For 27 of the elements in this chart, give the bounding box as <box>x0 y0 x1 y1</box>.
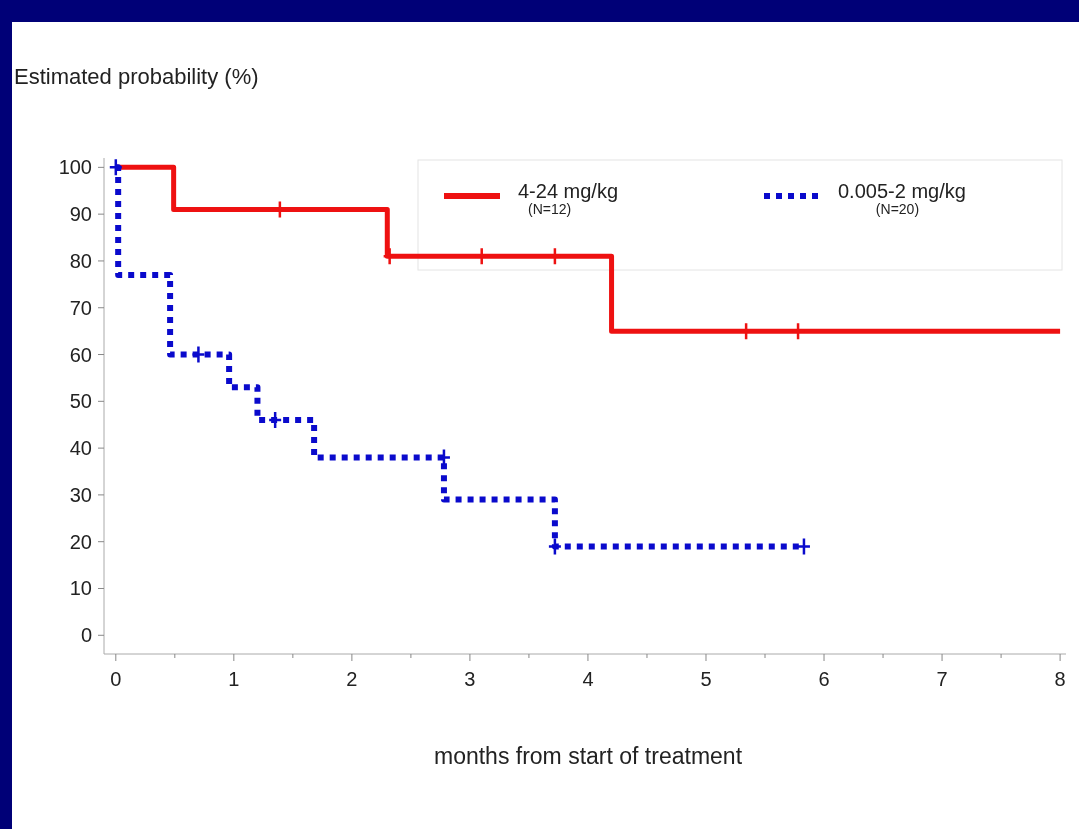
y-tick-label: 90 <box>69 203 92 226</box>
point <box>108 158 124 177</box>
point <box>267 410 283 430</box>
x-tick-label: 7 <box>936 668 948 690</box>
x-tick-label: 0 <box>110 668 122 690</box>
x-tick-label: 2 <box>346 668 358 690</box>
y-tick-label: 40 <box>69 437 92 460</box>
y-tick-label: 10 <box>69 577 92 600</box>
y-tick-label: 20 <box>69 530 92 553</box>
x-tick-label: 5 <box>700 668 712 690</box>
y-tick-label: 70 <box>69 296 92 319</box>
y-tick-label: 60 <box>69 343 92 366</box>
point <box>191 345 206 364</box>
point <box>796 537 812 556</box>
y-axis-title: Estimated probability (%) <box>14 64 259 89</box>
x-tick-label: 8 <box>1054 668 1066 690</box>
y-tick-label: 0 <box>80 624 92 647</box>
y-tick-label: 50 <box>69 390 92 413</box>
x-tick-label: 6 <box>818 668 830 690</box>
x-axis-title: months from start of treatment <box>433 743 743 769</box>
x-tick-label: 3 <box>464 668 476 690</box>
x-tick-label: 4 <box>582 668 594 690</box>
y-tick-label: 100 <box>58 156 92 179</box>
y-tick-label: 30 <box>69 483 92 506</box>
point <box>547 537 563 556</box>
y-tick-label: 80 <box>69 249 92 272</box>
x-tick-label: 1 <box>228 668 240 690</box>
